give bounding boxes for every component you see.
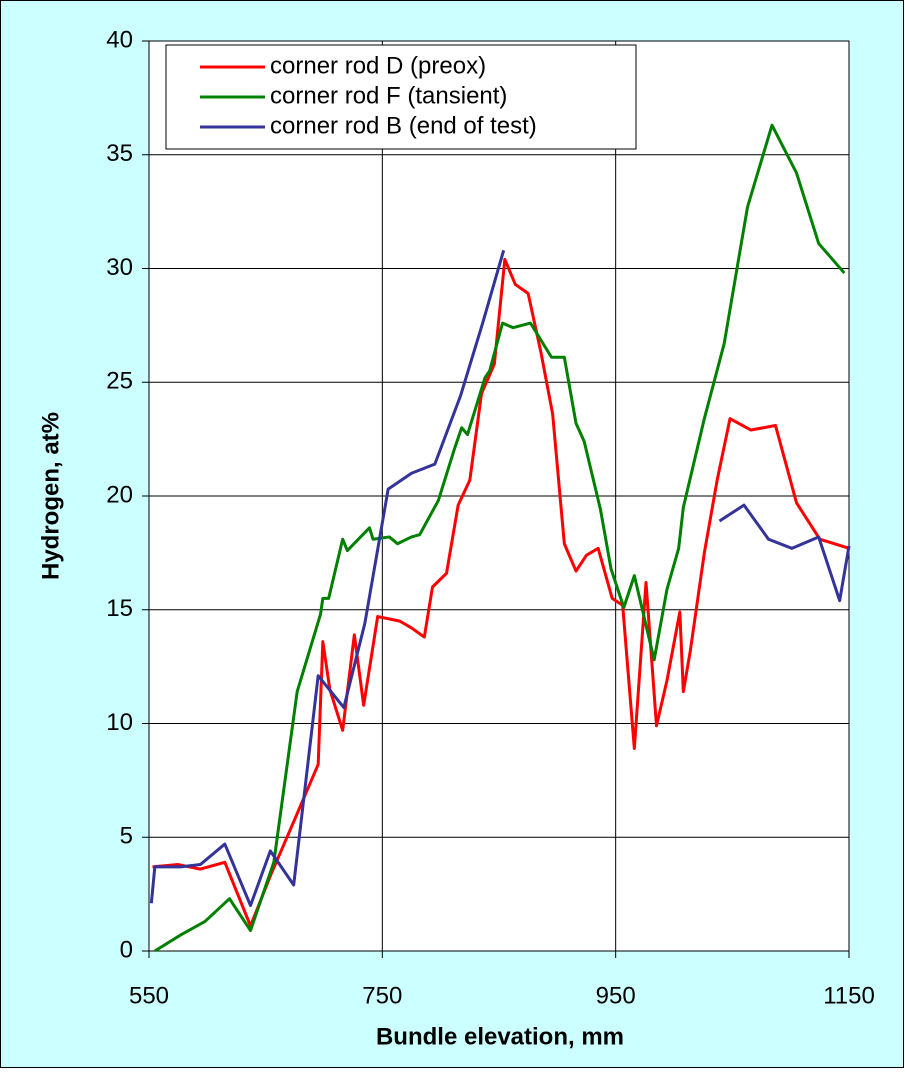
x-tick-label: 750 xyxy=(362,982,402,1009)
data-line xyxy=(154,123,846,953)
legend-label: corner rod D (preox) xyxy=(270,52,486,79)
y-tick-label: 40 xyxy=(106,26,133,53)
y-tick-label: 25 xyxy=(106,368,133,395)
y-tick-label: 20 xyxy=(106,481,133,508)
legend-label: corner rod B (end of test) xyxy=(270,112,537,139)
y-tick-label: 0 xyxy=(120,936,133,963)
x-tick-label: 950 xyxy=(596,982,636,1009)
x-tick-label: 550 xyxy=(129,982,169,1009)
y-tick-label: 35 xyxy=(106,140,133,167)
x-axis-label: Bundle elevation, mm xyxy=(376,1023,624,1050)
plot-border xyxy=(148,40,850,952)
data-line xyxy=(149,249,851,907)
y-tick-label: 30 xyxy=(106,254,133,281)
y-tick-label: 5 xyxy=(120,823,133,850)
y-tick-label: 15 xyxy=(106,595,133,622)
x-tick-label: 1150 xyxy=(823,982,875,1009)
data-line xyxy=(152,257,850,928)
y-tick-label: 10 xyxy=(106,709,133,736)
y-axis-label: Hydrogen, at% xyxy=(37,412,64,580)
legend-label: corner rod F (tansient) xyxy=(270,82,507,109)
